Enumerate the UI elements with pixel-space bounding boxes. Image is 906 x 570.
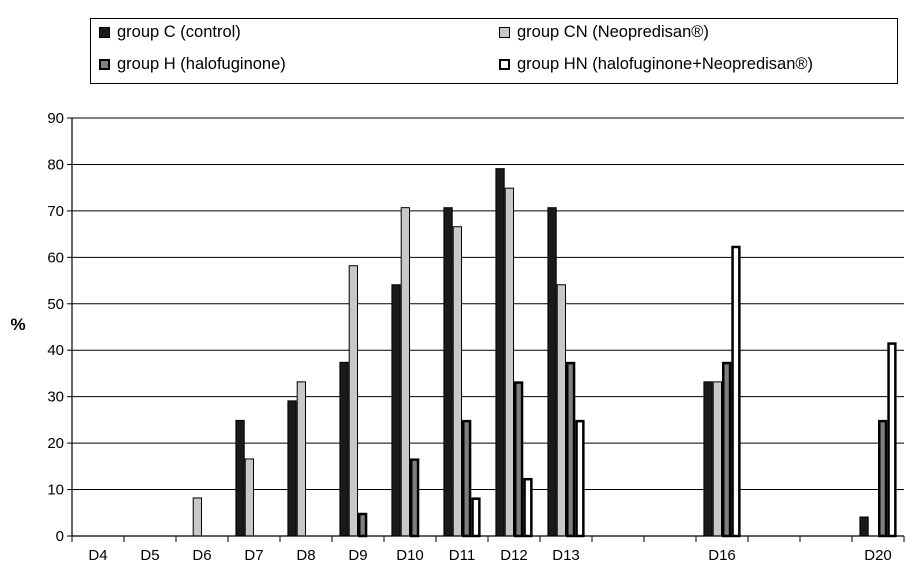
legend-label-group-hn: group HN (halofuginone+Neopredisan®) xyxy=(517,55,814,73)
x-tick-label: D9 xyxy=(348,547,367,564)
legend-label-group-h: group H (halofuginone) xyxy=(117,55,286,73)
bar xyxy=(722,361,732,538)
bar xyxy=(514,381,524,538)
x-tick-label: D12 xyxy=(500,547,528,564)
axes xyxy=(67,117,905,542)
y-tick-label: 40 xyxy=(47,342,64,359)
bar xyxy=(410,458,420,538)
y-tick-label: 0 xyxy=(56,528,64,545)
x-tick-label: D7 xyxy=(244,547,263,564)
legend-item-group-h: group H (halofuginone) xyxy=(99,55,286,74)
x-tick-label: D4 xyxy=(88,547,107,564)
bar xyxy=(443,207,453,537)
bar xyxy=(504,187,515,537)
bar xyxy=(859,516,869,537)
legend-label-group-cn: group CN (Neopredisan®) xyxy=(517,23,709,41)
bar xyxy=(523,477,533,538)
y-tick-label: 60 xyxy=(47,249,64,266)
legend-swatch-group-c xyxy=(99,27,110,38)
bars xyxy=(192,168,897,538)
legend-item-group-cn: group CN (Neopredisan®) xyxy=(499,23,709,42)
x-tick-label: D8 xyxy=(296,547,315,564)
legend-item-group-hn: group HN (halofuginone+Neopredisan®) xyxy=(499,55,813,74)
y-axis-label: % xyxy=(10,315,25,334)
bar xyxy=(575,419,585,538)
y-tick-label: 80 xyxy=(47,156,64,173)
bar xyxy=(391,284,401,537)
x-tick-label: D6 xyxy=(192,547,211,564)
y-tick-label: 30 xyxy=(47,389,64,406)
legend-swatch-group-h xyxy=(99,59,110,70)
bar xyxy=(192,497,202,537)
bar xyxy=(452,226,463,537)
legend-item-group-c: group C (control) xyxy=(99,23,241,42)
bar xyxy=(547,207,557,537)
bar xyxy=(400,207,411,537)
x-tick-label: D16 xyxy=(708,547,736,564)
y-tick-label: 90 xyxy=(47,110,64,127)
bar xyxy=(712,381,723,537)
bar xyxy=(887,342,897,538)
bar xyxy=(287,400,297,537)
tick-labels: 0 10 20 30 40 50 60 70 80 90 D4 D5 D6 D7 D8 D9 D10 D11 D12… xyxy=(47,110,891,564)
bar xyxy=(339,361,349,537)
y-tick-label: 20 xyxy=(47,435,64,452)
bar xyxy=(566,361,576,538)
legend-swatch-group-cn xyxy=(499,27,510,38)
x-tick-label: D20 xyxy=(864,547,892,564)
bar xyxy=(348,265,359,537)
bar xyxy=(495,168,505,537)
legend-label-group-c: group C (control) xyxy=(117,23,241,41)
bar xyxy=(556,284,567,537)
legend-swatch-group-hn xyxy=(499,59,510,70)
y-tick-label: 10 xyxy=(47,482,64,499)
bar xyxy=(471,497,481,538)
bar xyxy=(878,419,888,538)
x-tick-label: D13 xyxy=(552,547,580,564)
bar xyxy=(244,458,254,537)
y-tick-label: 50 xyxy=(47,296,64,313)
bar xyxy=(462,419,472,538)
bar xyxy=(358,512,368,538)
bar xyxy=(731,245,741,538)
grid-lines xyxy=(72,117,904,491)
bar xyxy=(235,419,245,537)
x-tick-label: D11 xyxy=(449,547,475,564)
y-tick-label: 70 xyxy=(47,203,64,220)
x-tick-label: D5 xyxy=(140,547,159,564)
x-tick-label: D10 xyxy=(396,547,424,564)
bar xyxy=(703,381,713,537)
bar xyxy=(296,381,307,537)
legend: group C (control) group CN (Neopredisan®… xyxy=(90,18,898,84)
